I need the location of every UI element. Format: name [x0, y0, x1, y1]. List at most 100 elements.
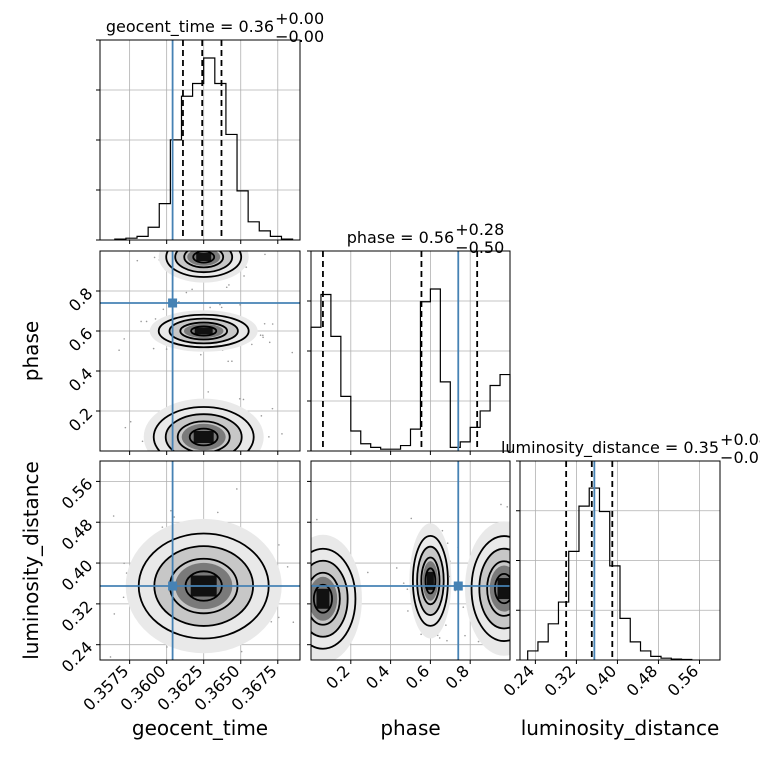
sample-point [245, 266, 248, 268]
sample-point [548, 604, 550, 606]
sample-point [181, 490, 183, 492]
sample-point [464, 634, 466, 637]
sample-point [190, 237, 192, 239]
truth-marker [453, 581, 463, 591]
sample-point [257, 248, 259, 250]
density-layer [283, 503, 599, 661]
sample-point [219, 224, 221, 226]
sample-point [441, 529, 444, 532]
sample-point [224, 466, 226, 468]
sample-point [316, 518, 318, 521]
panel-frame [99, 39, 301, 241]
y-tick-label-luminosity_distance: 0.48 [58, 515, 97, 554]
sample-point [407, 610, 409, 612]
sample-point [302, 590, 304, 592]
sample-point [262, 336, 264, 339]
sample-point [291, 351, 294, 354]
sample-point [296, 568, 298, 570]
y-tick-label-luminosity_distance: 0.24 [58, 638, 97, 677]
sample-point [305, 575, 307, 577]
x-tick-label-luminosity_distance: 0.56 [664, 661, 703, 700]
sample-point [239, 304, 241, 306]
sample-point [118, 349, 120, 352]
sample-point [512, 617, 514, 619]
sample-point [410, 517, 413, 520]
sample-point [240, 650, 243, 653]
sample-point [270, 620, 273, 623]
sample-point [186, 453, 188, 455]
contour-level [174, 251, 234, 274]
sample-point [209, 306, 211, 309]
sample-point [159, 234, 161, 236]
sample-point [192, 465, 194, 467]
sample-point [242, 456, 244, 458]
x-tick-label-phase: 0.6 [402, 661, 433, 692]
sample-point [438, 637, 441, 639]
sample-point [304, 622, 306, 624]
contour-level [311, 547, 357, 650]
density-peak [316, 588, 330, 609]
sample-point [71, 321, 73, 323]
sample-point [122, 596, 125, 599]
density-peak [193, 431, 214, 443]
sample-point [289, 564, 291, 566]
sample-point [160, 687, 162, 689]
sample-point [259, 334, 262, 337]
sample-point [522, 572, 524, 574]
contour-level [478, 547, 510, 630]
sample-point [500, 503, 502, 506]
sample-point [262, 334, 264, 337]
sample-point [193, 454, 195, 456]
sample-point [185, 291, 188, 294]
sample-point [239, 245, 241, 247]
sample-point [205, 468, 207, 470]
sample-point [225, 286, 228, 289]
sample-point [113, 613, 116, 615]
x-axis-label-luminosity_distance: luminosity_distance [521, 716, 720, 740]
sample-point [277, 616, 280, 619]
sample-point [542, 535, 544, 537]
x-tick-label-luminosity_distance: 0.32 [541, 661, 580, 700]
sample-point [597, 614, 599, 616]
title-lower-error: −0.00 [275, 27, 324, 46]
sample-point [125, 572, 128, 574]
sample-point [514, 617, 516, 619]
sample-point [109, 656, 112, 658]
sample-point [264, 253, 266, 256]
title-upper-error: +0.28 [455, 220, 504, 239]
sample-point [304, 628, 306, 630]
title-lower-error: −0.05 [720, 448, 760, 467]
contour-level [168, 317, 239, 345]
sample-point [198, 243, 200, 245]
contour-level [311, 571, 341, 626]
sample-point [540, 618, 542, 620]
density-peak [497, 578, 510, 600]
sample-point [531, 526, 533, 528]
contour-level [188, 427, 219, 447]
y-tick-label-luminosity_distance: 0.56 [58, 474, 97, 513]
x-tick-label-luminosity_distance: 0.40 [582, 661, 621, 700]
sample-point [283, 626, 285, 628]
sample-point [395, 567, 398, 569]
sample-point [278, 544, 280, 546]
sample-point [216, 511, 219, 514]
sample-point [88, 579, 90, 581]
sample-point [268, 341, 271, 344]
histogram-phase [310, 288, 511, 451]
sample-point [205, 245, 207, 247]
sample-point [204, 230, 206, 232]
x-tick-label-phase: 0.4 [362, 661, 393, 692]
sample-point [538, 581, 540, 583]
panel-frame [310, 460, 511, 661]
sample-point [191, 288, 193, 291]
sample-point [143, 248, 145, 250]
sample-point [124, 426, 127, 429]
sample-point [303, 659, 305, 661]
contour-level [416, 545, 445, 617]
sample-point [196, 248, 198, 250]
contour-level [424, 567, 437, 595]
sample-point [293, 628, 295, 630]
sample-point [201, 245, 203, 247]
sample-point [477, 640, 480, 643]
sample-point [161, 526, 164, 528]
